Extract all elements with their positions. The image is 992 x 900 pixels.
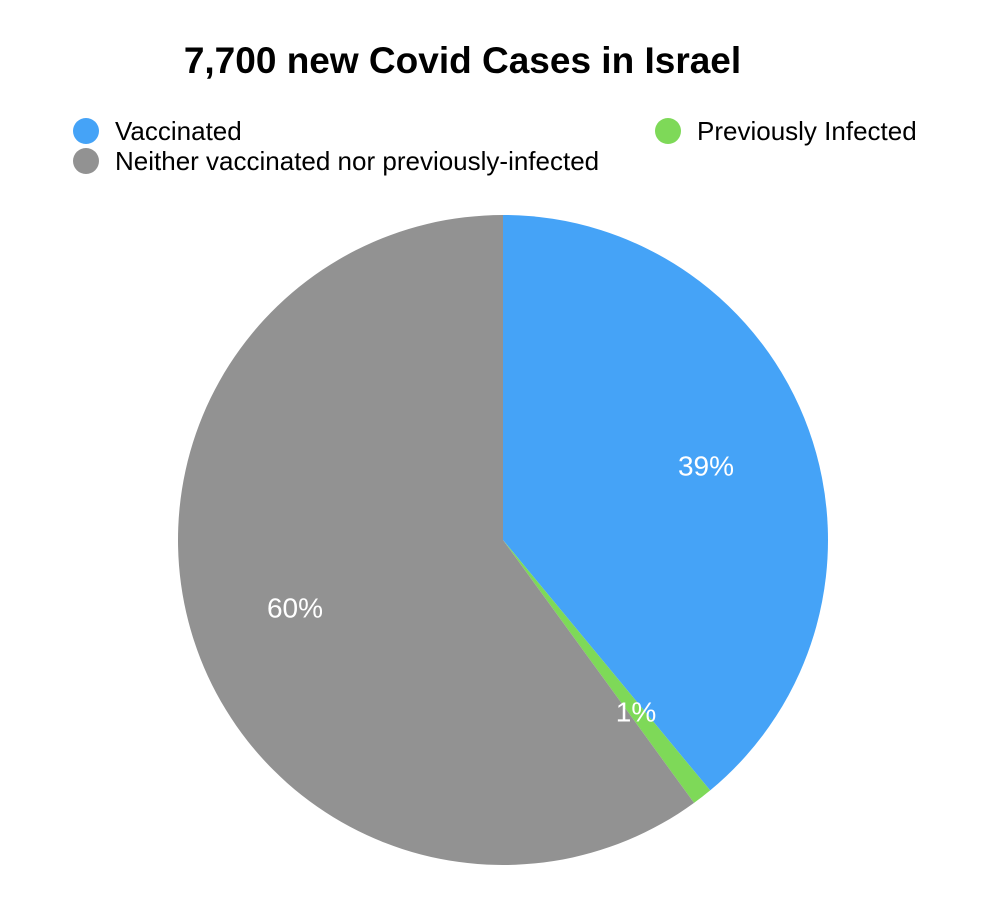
legend-swatch-vaccinated [73,118,99,144]
legend-item-previously-infected: Previously Infected [655,116,917,146]
pie-slice-vaccinated [503,215,828,791]
legend-label-vaccinated: Vaccinated [115,115,242,146]
legend-item-vaccinated: Vaccinated [73,116,242,146]
chart-title: 7,700 new Covid Cases in Israel [183,40,742,81]
slice-label-neither: 60% [267,592,323,623]
legend-label-previously-infected: Previously Infected [697,115,917,146]
pie-slice-neither [177,215,695,865]
legend-swatch-previously-infected [655,118,681,144]
legend-item-neither: Neither vaccinated nor previously-infect… [73,146,599,176]
pie-slice-previously-infected [503,540,711,803]
slice-label-vaccinated: 39% [678,450,734,481]
legend-label-neither: Neither vaccinated nor previously-infect… [115,145,600,176]
legend-swatch-neither [73,148,99,174]
slice-label-previously-infected: 1% [616,696,656,727]
